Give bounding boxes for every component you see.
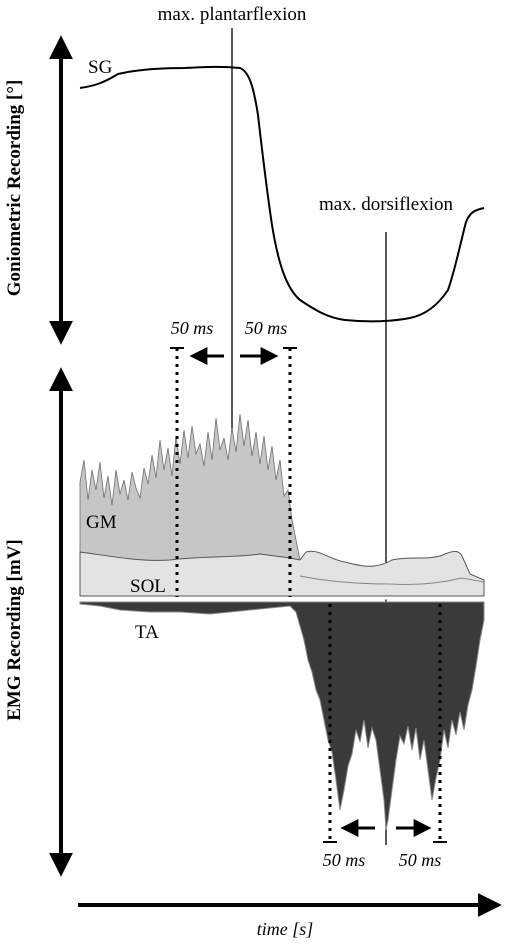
sol-inner-trace bbox=[299, 575, 485, 586]
sol-label: SOL bbox=[130, 576, 166, 597]
sg-label: SG bbox=[88, 57, 113, 78]
ta-emg-area bbox=[79, 601, 485, 831]
lower-window-right-label: 50 ms bbox=[399, 850, 442, 870]
upper-window-right-label: 50 ms bbox=[245, 318, 288, 338]
lower-window-left-label: 50 ms bbox=[323, 850, 366, 870]
emg-axis-title: EMG Recording [mV] bbox=[4, 539, 25, 721]
gm-emg-area bbox=[79, 413, 301, 597]
max-plantarflexion-label: max. plantarflexion bbox=[158, 4, 307, 25]
ta-label: TA bbox=[135, 622, 159, 643]
sol-emg-area bbox=[79, 550, 485, 597]
gm-label: GM bbox=[86, 512, 117, 533]
goniometric-axis-title: Goniometric Recording [°] bbox=[4, 80, 25, 297]
upper-window-left-label: 50 ms bbox=[171, 318, 214, 338]
max-dorsiflexion-label: max. dorsiflexion bbox=[319, 194, 454, 215]
time-axis-title: time [s] bbox=[257, 919, 314, 939]
sg-trace bbox=[79, 65, 485, 323]
